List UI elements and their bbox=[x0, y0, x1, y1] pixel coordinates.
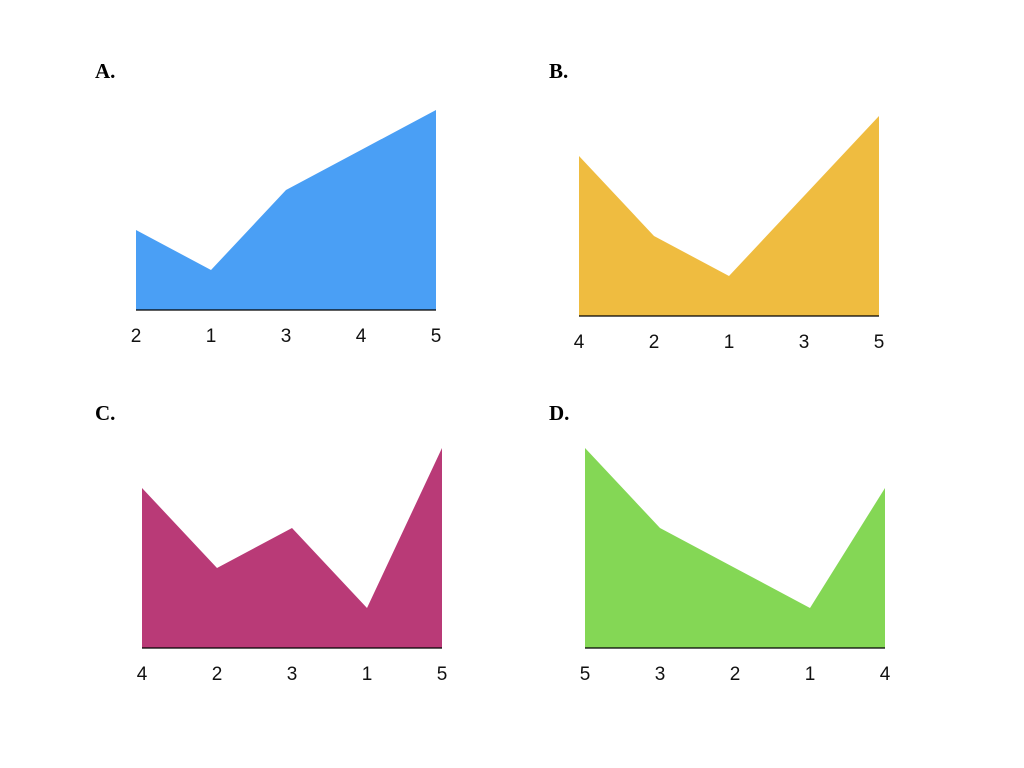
area-series-b bbox=[579, 116, 879, 316]
x-tick-label-a-1: 2 bbox=[131, 326, 142, 347]
panel-label-d: D. bbox=[549, 401, 569, 425]
x-tick-label-c-5: 5 bbox=[437, 664, 448, 685]
x-tick-label-d-5: 4 bbox=[880, 664, 891, 685]
x-tick-label-a-3: 3 bbox=[281, 326, 292, 347]
x-tick-label-b-2: 2 bbox=[649, 332, 660, 353]
area-series-d bbox=[585, 448, 885, 648]
x-tick-label-a-5: 5 bbox=[431, 326, 442, 347]
x-tick-label-b-3: 1 bbox=[724, 332, 735, 353]
area-series-c bbox=[142, 448, 442, 648]
panel-label-b: B. bbox=[549, 59, 568, 83]
x-tick-label-a-4: 4 bbox=[356, 326, 367, 347]
x-tick-label-c-1: 4 bbox=[137, 664, 148, 685]
x-tick-label-c-3: 3 bbox=[287, 664, 298, 685]
x-tick-label-b-4: 3 bbox=[799, 332, 810, 353]
chart-panel-a: A. 2 1 3 4 5 bbox=[95, 59, 441, 347]
x-tick-label-d-3: 2 bbox=[730, 664, 741, 685]
chart-panel-c: C. 4 2 3 1 5 bbox=[95, 401, 447, 685]
panel-label-a: A. bbox=[95, 59, 115, 83]
x-tick-label-d-4: 1 bbox=[805, 664, 816, 685]
panel-label-c: C. bbox=[95, 401, 115, 425]
x-tick-label-d-1: 5 bbox=[580, 664, 591, 685]
x-tick-label-c-2: 2 bbox=[212, 664, 223, 685]
x-tick-label-c-4: 1 bbox=[362, 664, 373, 685]
chart-panel-b: B. 4 2 1 3 5 bbox=[549, 59, 884, 353]
area-series-a bbox=[136, 110, 436, 310]
x-tick-label-a-2: 1 bbox=[206, 326, 217, 347]
chart-panel-d: D. 5 3 2 1 4 bbox=[549, 401, 891, 685]
x-tick-label-d-2: 3 bbox=[655, 664, 666, 685]
x-tick-label-b-1: 4 bbox=[574, 332, 585, 353]
x-tick-label-b-5: 5 bbox=[874, 332, 885, 353]
